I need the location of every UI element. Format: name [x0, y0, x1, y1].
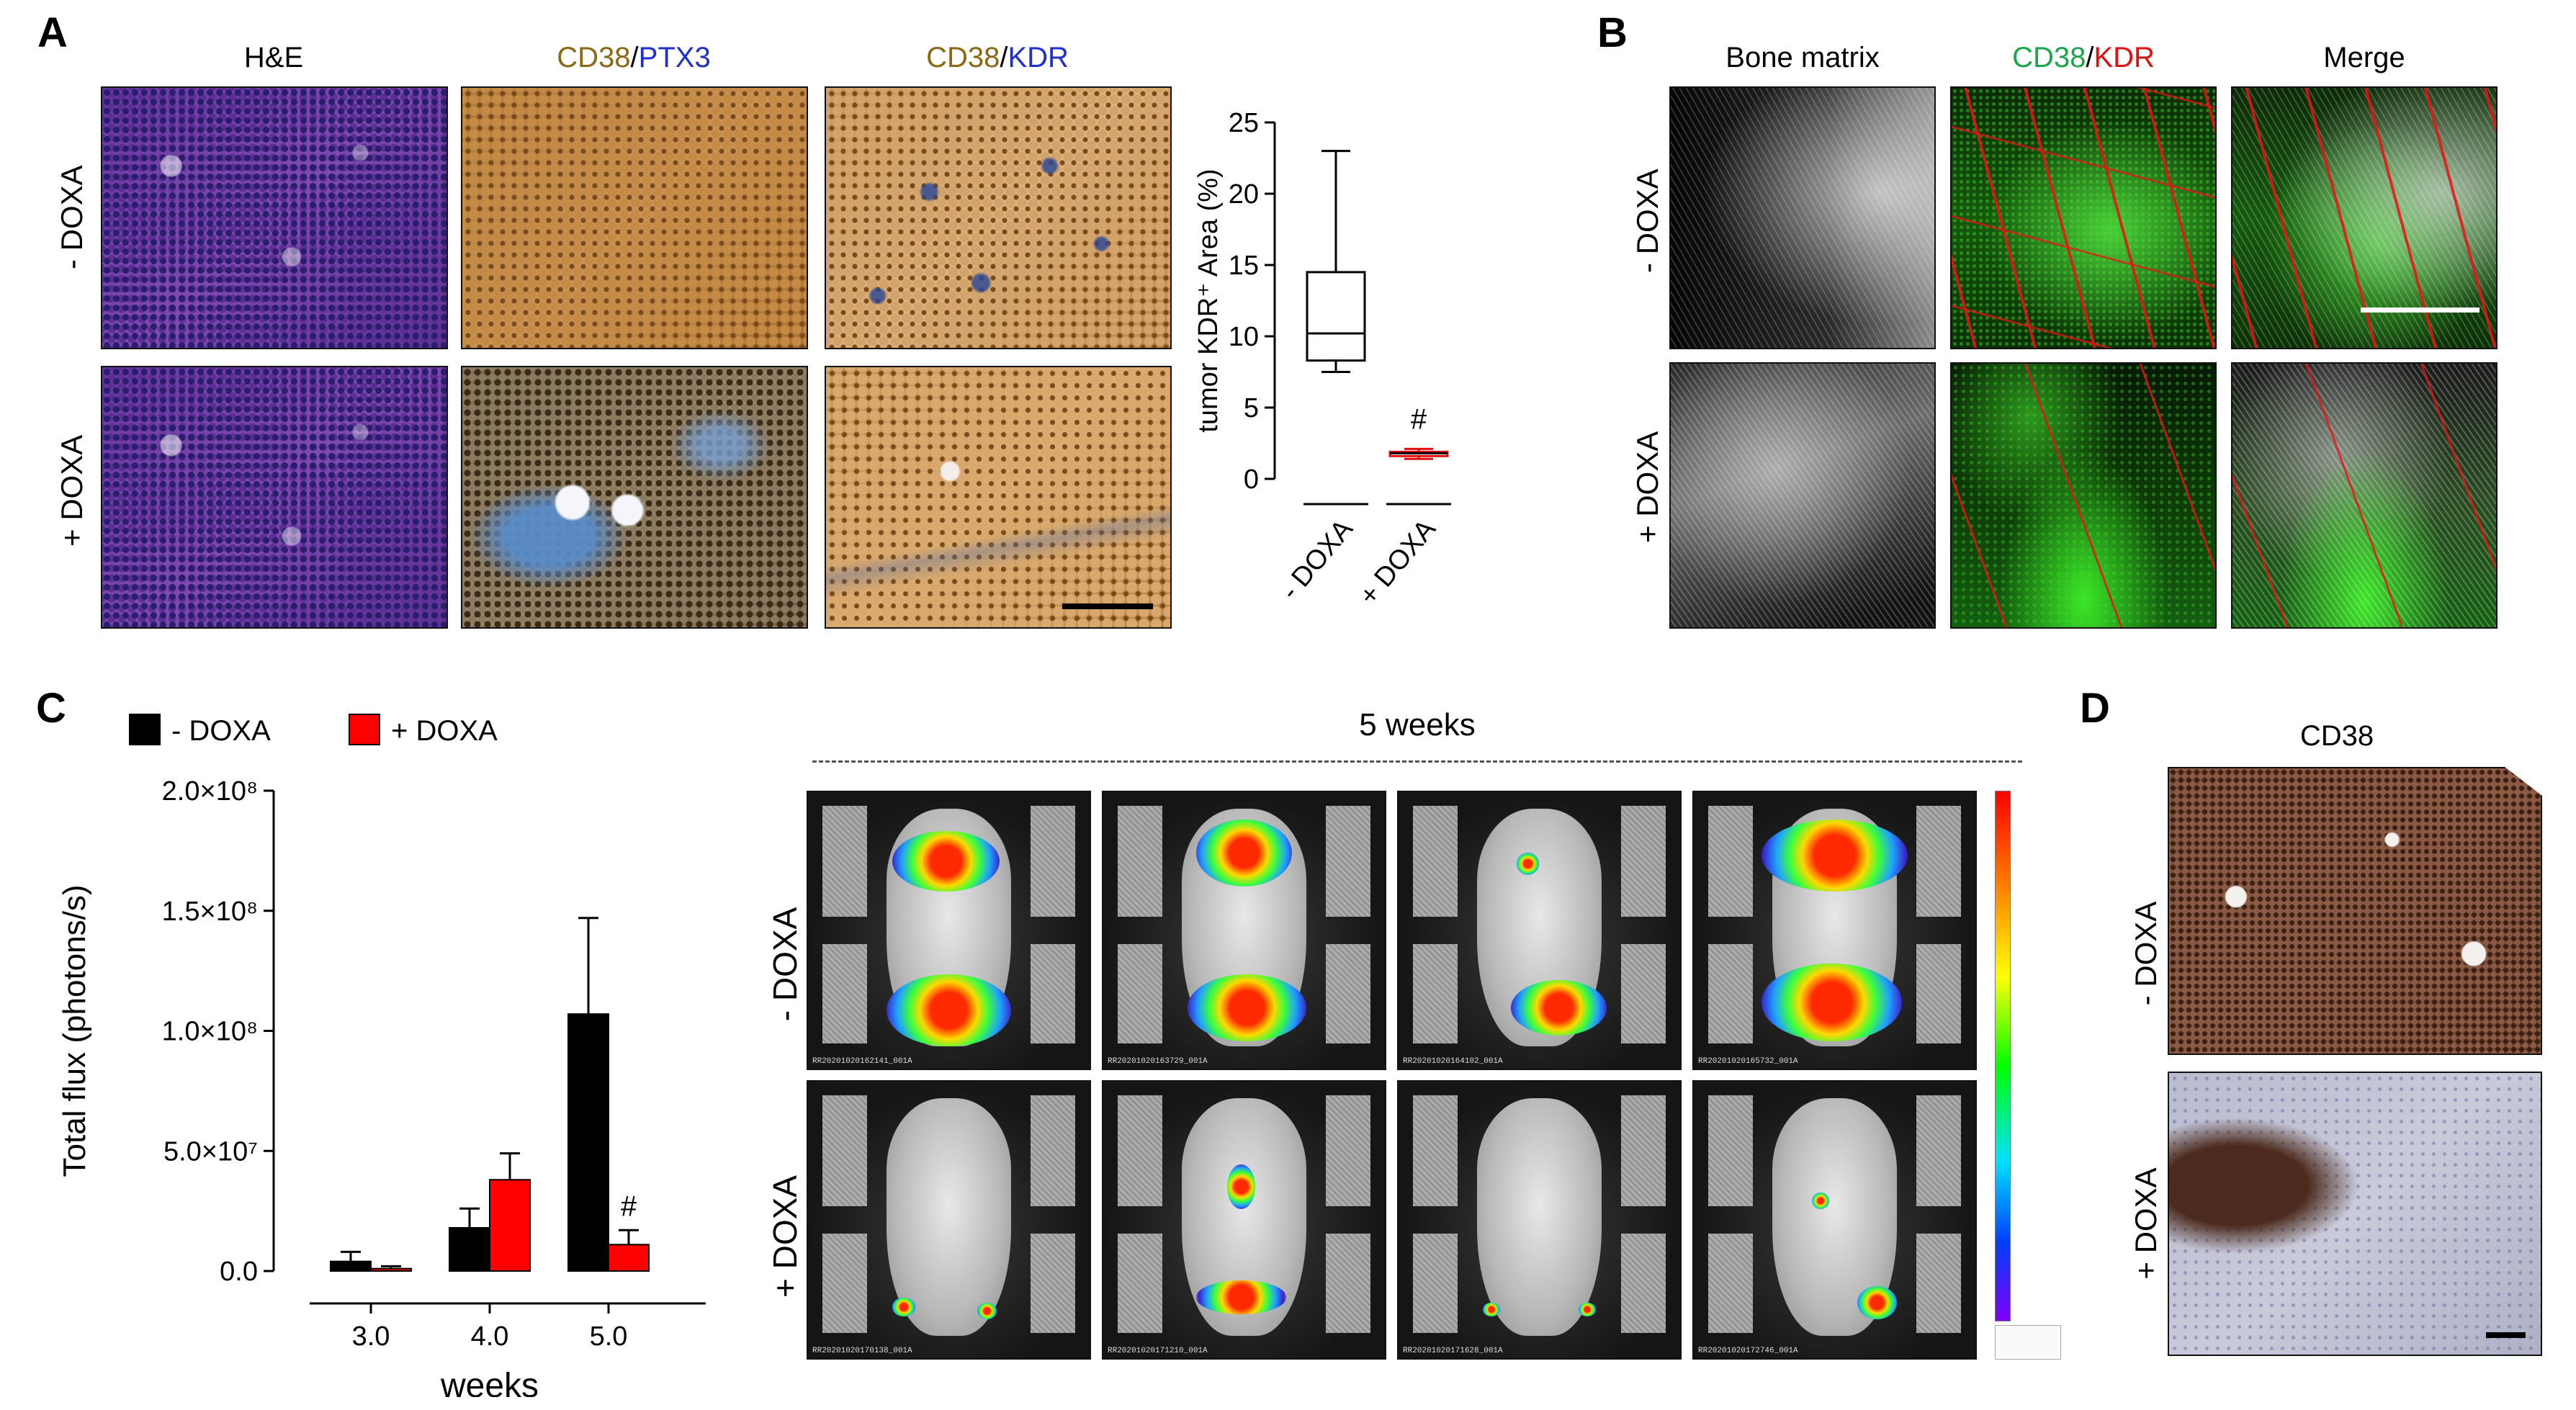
bli-image-id: RR20201020162141_001A: [812, 1057, 912, 1066]
color-scale-box: [1995, 1325, 2061, 1360]
row-label-a-neg: - DOXA: [55, 165, 89, 269]
legend-label: - DOXA: [171, 715, 271, 747]
x-tick-label: + DOXA: [1353, 513, 1442, 611]
y-tick-label: 10: [1229, 322, 1259, 352]
y-tick-label: 5.0×10⁷: [163, 1136, 258, 1167]
bar: [370, 1267, 412, 1272]
bar: [567, 1013, 609, 1272]
row-label-b-pos: + DOXA: [1630, 431, 1664, 543]
y-tick-label: 25: [1229, 108, 1259, 138]
he-image-pos: [101, 366, 448, 629]
bli-title-divider: [812, 760, 2022, 763]
bli-image-id: RR20201020172746_001A: [1698, 1347, 1798, 1355]
cd38-kdr-fluor-image-neg: [1950, 86, 2217, 349]
x-tick-label: 3.0: [352, 1321, 390, 1352]
y-tick-label: 5: [1244, 393, 1259, 423]
bli-image-id: RR20201020170138_001A: [812, 1347, 912, 1355]
he-image-neg: [101, 86, 448, 349]
col-title-merge: Merge: [2323, 42, 2405, 73]
slash: /: [1000, 42, 1008, 73]
y-tick-label: 20: [1229, 179, 1259, 210]
slash: /: [2086, 42, 2094, 73]
bli-image-neg-4: RR20201020165732_001A: [1692, 791, 1977, 1070]
total-flux-bar-chart: - DOXA + DOXA 0.0 5.0×10⁷ 1.0×10⁸ 1.5×10⁸ 2.0×…: [57, 714, 706, 1397]
bli-image-pos-3: RR20201020171628_001A: [1397, 1080, 1682, 1360]
row-label-b-neg: - DOXA: [1630, 169, 1664, 273]
scale-bar: [1062, 603, 1153, 609]
cd38-label: CD38: [2012, 42, 2086, 73]
legend-swatch: [349, 714, 380, 745]
col-title-cd38-kdr-fluor: CD38/KDR: [1950, 42, 2217, 74]
bli-image-id: RR20201020165732_001A: [1698, 1057, 1798, 1066]
scale-bar: [2361, 307, 2479, 313]
bli-image-pos-2: RR20201020171210_001A: [1102, 1080, 1386, 1360]
bli-image-neg-1: RR20201020162141_001A: [807, 791, 1091, 1070]
significance-mark: #: [621, 1190, 637, 1222]
panel-letter-c: C: [36, 685, 66, 732]
x-tick-label: 4.0: [471, 1321, 509, 1352]
y-tick-label: 2.0×10⁸: [162, 776, 258, 807]
legend-label: + DOXA: [391, 715, 498, 747]
bli-image-id: RR20201020164102_001A: [1403, 1057, 1503, 1066]
kdr-area-boxplot: 0 5 10 15 20 25 tumor KDR⁺ Area (%) - DOXA+ DOX…: [1195, 108, 1451, 611]
radiance-color-scale: [1995, 791, 2011, 1321]
x-axis-label: weeks: [440, 1367, 539, 1397]
bli-image-id: RR20201020171210_001A: [1108, 1347, 1208, 1355]
cd38-kdr-image-pos: [825, 366, 1172, 629]
col-title-cd38-kdr: CD38/KDR: [825, 42, 1170, 74]
cd38-label: CD38: [557, 42, 631, 73]
col-title-he: H&E: [243, 42, 304, 73]
bli-image-neg-3: RR20201020164102_001A: [1397, 791, 1682, 1070]
cd38-ihc-image-pos: [2168, 1072, 2542, 1356]
x-tick-label: 5.0: [590, 1321, 628, 1352]
bar: [489, 1179, 531, 1272]
cd38-label: CD38: [926, 42, 1000, 73]
y-axis-label: Total flux (photons/s): [57, 885, 92, 1177]
legend-swatch: [129, 714, 161, 745]
row-label-a-pos: + DOXA: [55, 434, 89, 547]
ptx3-label: PTX3: [638, 42, 711, 73]
col-title-cd38-ptx3: CD38/PTX3: [461, 42, 807, 74]
x-tick-label: - DOXA: [1275, 513, 1360, 606]
significance-mark: #: [1411, 403, 1427, 435]
y-tick-label: 15: [1229, 251, 1259, 281]
bli-image-pos-1: RR20201020170138_001A: [807, 1080, 1091, 1360]
scale-bar: [2486, 1332, 2526, 1338]
bli-image-pos-4: RR20201020172746_001A: [1692, 1080, 1977, 1360]
y-axis-label: tumor KDR⁺ Area (%): [1195, 169, 1224, 432]
bli-title: 5 weeks: [1359, 707, 1476, 742]
row-label-c-neg: - DOXA: [766, 907, 804, 1022]
y-tick-label: 1.0×10⁸: [162, 1017, 258, 1047]
bone-matrix-image-pos: [1669, 362, 1936, 629]
cd38-ptx3-image-pos: [461, 366, 808, 629]
panel-letter-a: A: [37, 9, 68, 56]
cd38-kdr-fluor-image-pos: [1950, 362, 2217, 629]
col-title-cd38-d: CD38: [2299, 720, 2374, 752]
kdr-label: KDR: [1007, 42, 1069, 73]
y-tick-label: 0.0: [220, 1257, 258, 1287]
panel-letter-d: D: [2080, 685, 2110, 732]
slash: /: [630, 42, 639, 73]
row-label-d-neg: - DOXA: [2129, 901, 2163, 1006]
row-label-d-pos: + DOXA: [2129, 1167, 2163, 1280]
col-title-bone-matrix: Bone matrix: [1725, 42, 1880, 73]
box: [1306, 271, 1366, 362]
cd38-kdr-image-neg: [825, 86, 1172, 349]
bar: [608, 1244, 650, 1272]
kdr-label: KDR: [2093, 42, 2155, 73]
bone-matrix-image-neg: [1669, 86, 1936, 349]
y-tick-label: 0: [1244, 464, 1259, 495]
row-label-c-pos: + DOXA: [766, 1175, 804, 1298]
merge-image-neg: [2231, 86, 2498, 349]
bar: [449, 1226, 490, 1272]
panel-letter-b: B: [1597, 9, 1628, 56]
bli-image-neg-2: RR20201020163729_001A: [1102, 791, 1386, 1070]
bar: [330, 1260, 372, 1272]
cd38-ptx3-image-neg: [461, 86, 808, 349]
merge-image-pos: [2231, 362, 2498, 629]
bli-image-id: RR20201020163729_001A: [1108, 1057, 1208, 1066]
cd38-ihc-image-neg: [2168, 767, 2542, 1055]
bli-image-id: RR20201020171628_001A: [1403, 1347, 1503, 1355]
y-tick-label: 1.5×10⁸: [162, 897, 258, 927]
